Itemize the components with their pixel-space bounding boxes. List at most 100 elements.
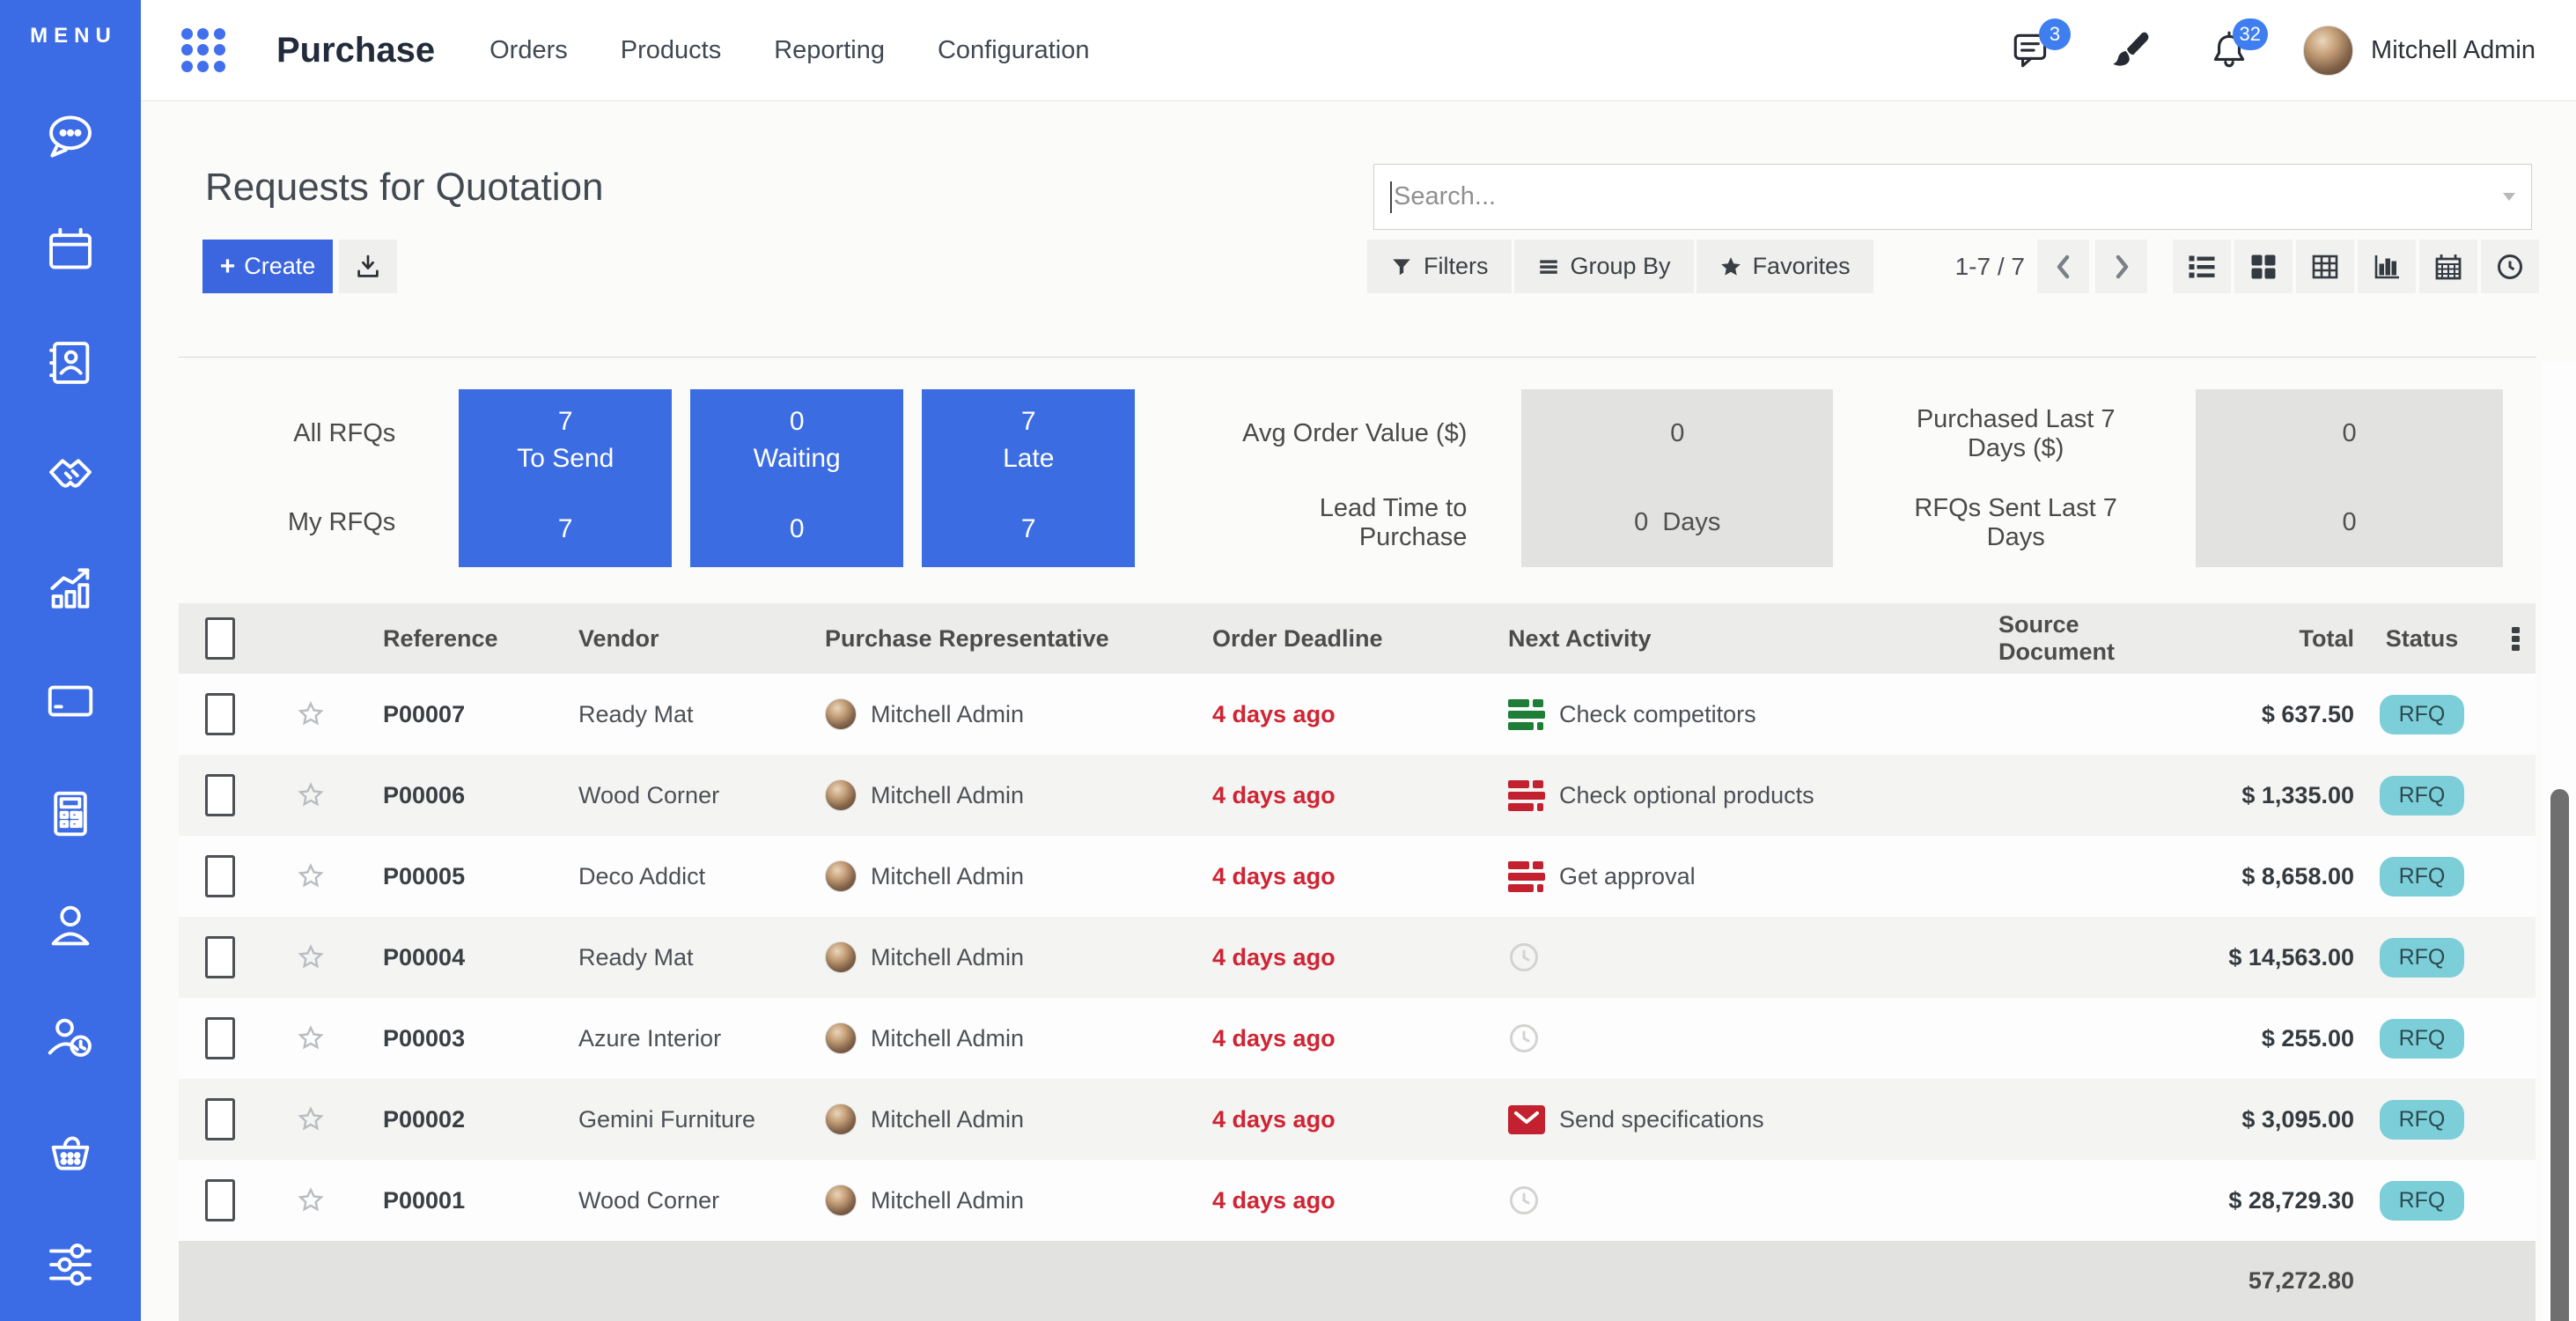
apps-grid-icon[interactable] [181,28,225,72]
scrollbar-track[interactable] [2541,361,2576,1321]
next-activity-cell[interactable] [1490,941,1975,973]
order-deadline: 4 days ago [1212,1105,1336,1133]
column-header-next-activity[interactable]: Next Activity [1508,624,1652,652]
search-input[interactable] [1394,182,2503,211]
app-title[interactable]: Purchase [276,30,436,70]
next-activity-cell[interactable] [1490,1184,1975,1216]
column-header-total[interactable]: Total [2299,624,2355,652]
export-button[interactable] [339,240,397,293]
status-badge: RFQ [2379,1018,2465,1059]
rfq-reference[interactable]: P00006 [383,781,466,808]
menu-orders[interactable]: Orders [489,35,568,64]
rfq-reference[interactable]: P00003 [383,1024,466,1052]
search-dropdown-caret-icon[interactable] [2503,193,2515,201]
column-header-reference[interactable]: Reference [383,624,498,652]
menu-reporting[interactable]: Reporting [774,35,885,64]
sidebar-item-purchase[interactable] [0,1096,141,1208]
next-activity-label: Check competitors [1559,700,1756,727]
purchase-rep-name: Mitchell Admin [871,1105,1025,1133]
vendor-name: Wood Corner [578,781,720,808]
next-activity-cell[interactable]: Send specifications [1490,1104,1975,1134]
list-view-button[interactable] [2173,240,2231,293]
sidebar-item-crm[interactable] [0,419,141,532]
sidebar-item-accounting[interactable] [0,757,141,870]
menu-configuration[interactable]: Configuration [937,35,1090,64]
menu-toggle[interactable]: MENU [30,24,117,48]
create-button[interactable]: + Create [202,240,333,293]
row-checkbox[interactable] [205,693,235,735]
table-row[interactable]: P00007 Ready Mat Mitchell Admin 4 days a… [179,674,2536,755]
favorite-star-icon[interactable] [297,1105,325,1133]
kpi-card-waiting[interactable]: 0 Waiting 0 [690,389,904,567]
table-row[interactable]: P00001 Wood Corner Mitchell Admin 4 days… [179,1160,2536,1241]
favorite-star-icon[interactable] [297,700,325,728]
theme-brush-button[interactable] [2106,26,2155,75]
row-checkbox[interactable] [205,855,235,897]
next-activity-cell[interactable] [1490,1022,1975,1054]
notifications-button[interactable]: 32 [2204,18,2269,75]
row-checkbox[interactable] [205,1098,235,1140]
column-header-purchase-representative[interactable]: Purchase Representative [825,624,1109,652]
total-amount: $ 28,729.30 [2228,1186,2354,1214]
sidebar-item-discuss[interactable] [0,81,141,194]
sidebar-item-settings[interactable] [0,1208,141,1321]
column-header-source-document[interactable]: Source Document [1998,611,2116,665]
user-menu[interactable]: Mitchell Admin [2303,25,2536,76]
status-badge: RFQ [2379,856,2465,897]
row-checkbox[interactable] [205,774,235,816]
pager-previous-button[interactable] [2037,240,2089,293]
all-rfqs-label[interactable]: All RFQs [293,419,396,447]
table-row[interactable]: P00003 Azure Interior Mitchell Admin 4 d… [179,998,2536,1079]
next-activity-cell[interactable]: Get approval [1490,860,1975,892]
purchase-rep-name: Mitchell Admin [871,1024,1025,1052]
filters-button[interactable]: Filters [1367,240,1512,293]
my-rfqs-label[interactable]: My RFQs [287,508,396,536]
next-activity-cell[interactable]: Check competitors [1490,698,1975,730]
table-row[interactable]: P00002 Gemini Furniture Mitchell Admin 4… [179,1079,2536,1160]
row-checkbox[interactable] [205,1017,235,1059]
select-all-checkbox[interactable] [205,617,235,660]
column-header-vendor[interactable]: Vendor [578,624,659,652]
favorites-button[interactable]: Favorites [1696,240,1873,293]
sidebar-item-invoicing[interactable] [0,645,141,757]
rfq-reference[interactable]: P00001 [383,1186,466,1214]
table-row[interactable]: P00004 Ready Mat Mitchell Admin 4 days a… [179,917,2536,998]
pivot-view-button[interactable] [2296,240,2354,293]
sidebar-item-attendance[interactable] [0,983,141,1096]
favorite-star-icon[interactable] [297,1024,325,1052]
sales-chart-icon [50,568,90,609]
favorite-star-icon[interactable] [297,1186,325,1214]
column-header-order-deadline[interactable]: Order Deadline [1212,624,1383,652]
graph-view-button[interactable] [2358,240,2416,293]
messages-button[interactable]: 3 [2007,18,2072,75]
pager-next-button[interactable] [2095,240,2147,293]
row-checkbox[interactable] [205,936,235,978]
kpi-card-late[interactable]: 7 Late 7 [922,389,1136,567]
favorite-star-icon[interactable] [297,862,325,890]
rfq-reference[interactable]: P00002 [383,1105,466,1133]
column-header-status[interactable]: Status [2385,624,2459,652]
sidebar-item-contacts[interactable] [0,306,141,419]
rfq-reference[interactable]: P00007 [383,700,466,727]
table-row[interactable]: P00005 Deco Addict Mitchell Admin 4 days… [179,836,2536,917]
scrollbar-thumb[interactable] [2550,789,2569,1321]
calendar-view-button[interactable] [2419,240,2477,293]
favorite-star-icon[interactable] [297,943,325,971]
menu-products[interactable]: Products [620,35,722,64]
notifications-badge: 32 [2232,18,2269,50]
rfq-reference[interactable]: P00005 [383,862,466,889]
kanban-view-button[interactable] [2234,240,2293,293]
group-by-button[interactable]: Group By [1513,240,1694,293]
sidebar-item-sales[interactable] [0,532,141,645]
kpi-card-to-send[interactable]: 7 To Send 7 [459,389,673,567]
sidebar-item-employees[interactable] [0,870,141,983]
next-activity-cell[interactable]: Check optional products [1490,779,1975,811]
rfq-reference[interactable]: P00004 [383,943,466,970]
table-row[interactable]: P00006 Wood Corner Mitchell Admin 4 days… [179,755,2536,836]
favorite-star-icon[interactable] [297,781,325,809]
row-checkbox[interactable] [205,1179,235,1221]
search-box[interactable] [1373,164,2532,230]
optional-columns-icon[interactable] [2512,626,2520,651]
sidebar-item-calendar[interactable] [0,194,141,306]
activity-view-button[interactable] [2481,240,2539,293]
